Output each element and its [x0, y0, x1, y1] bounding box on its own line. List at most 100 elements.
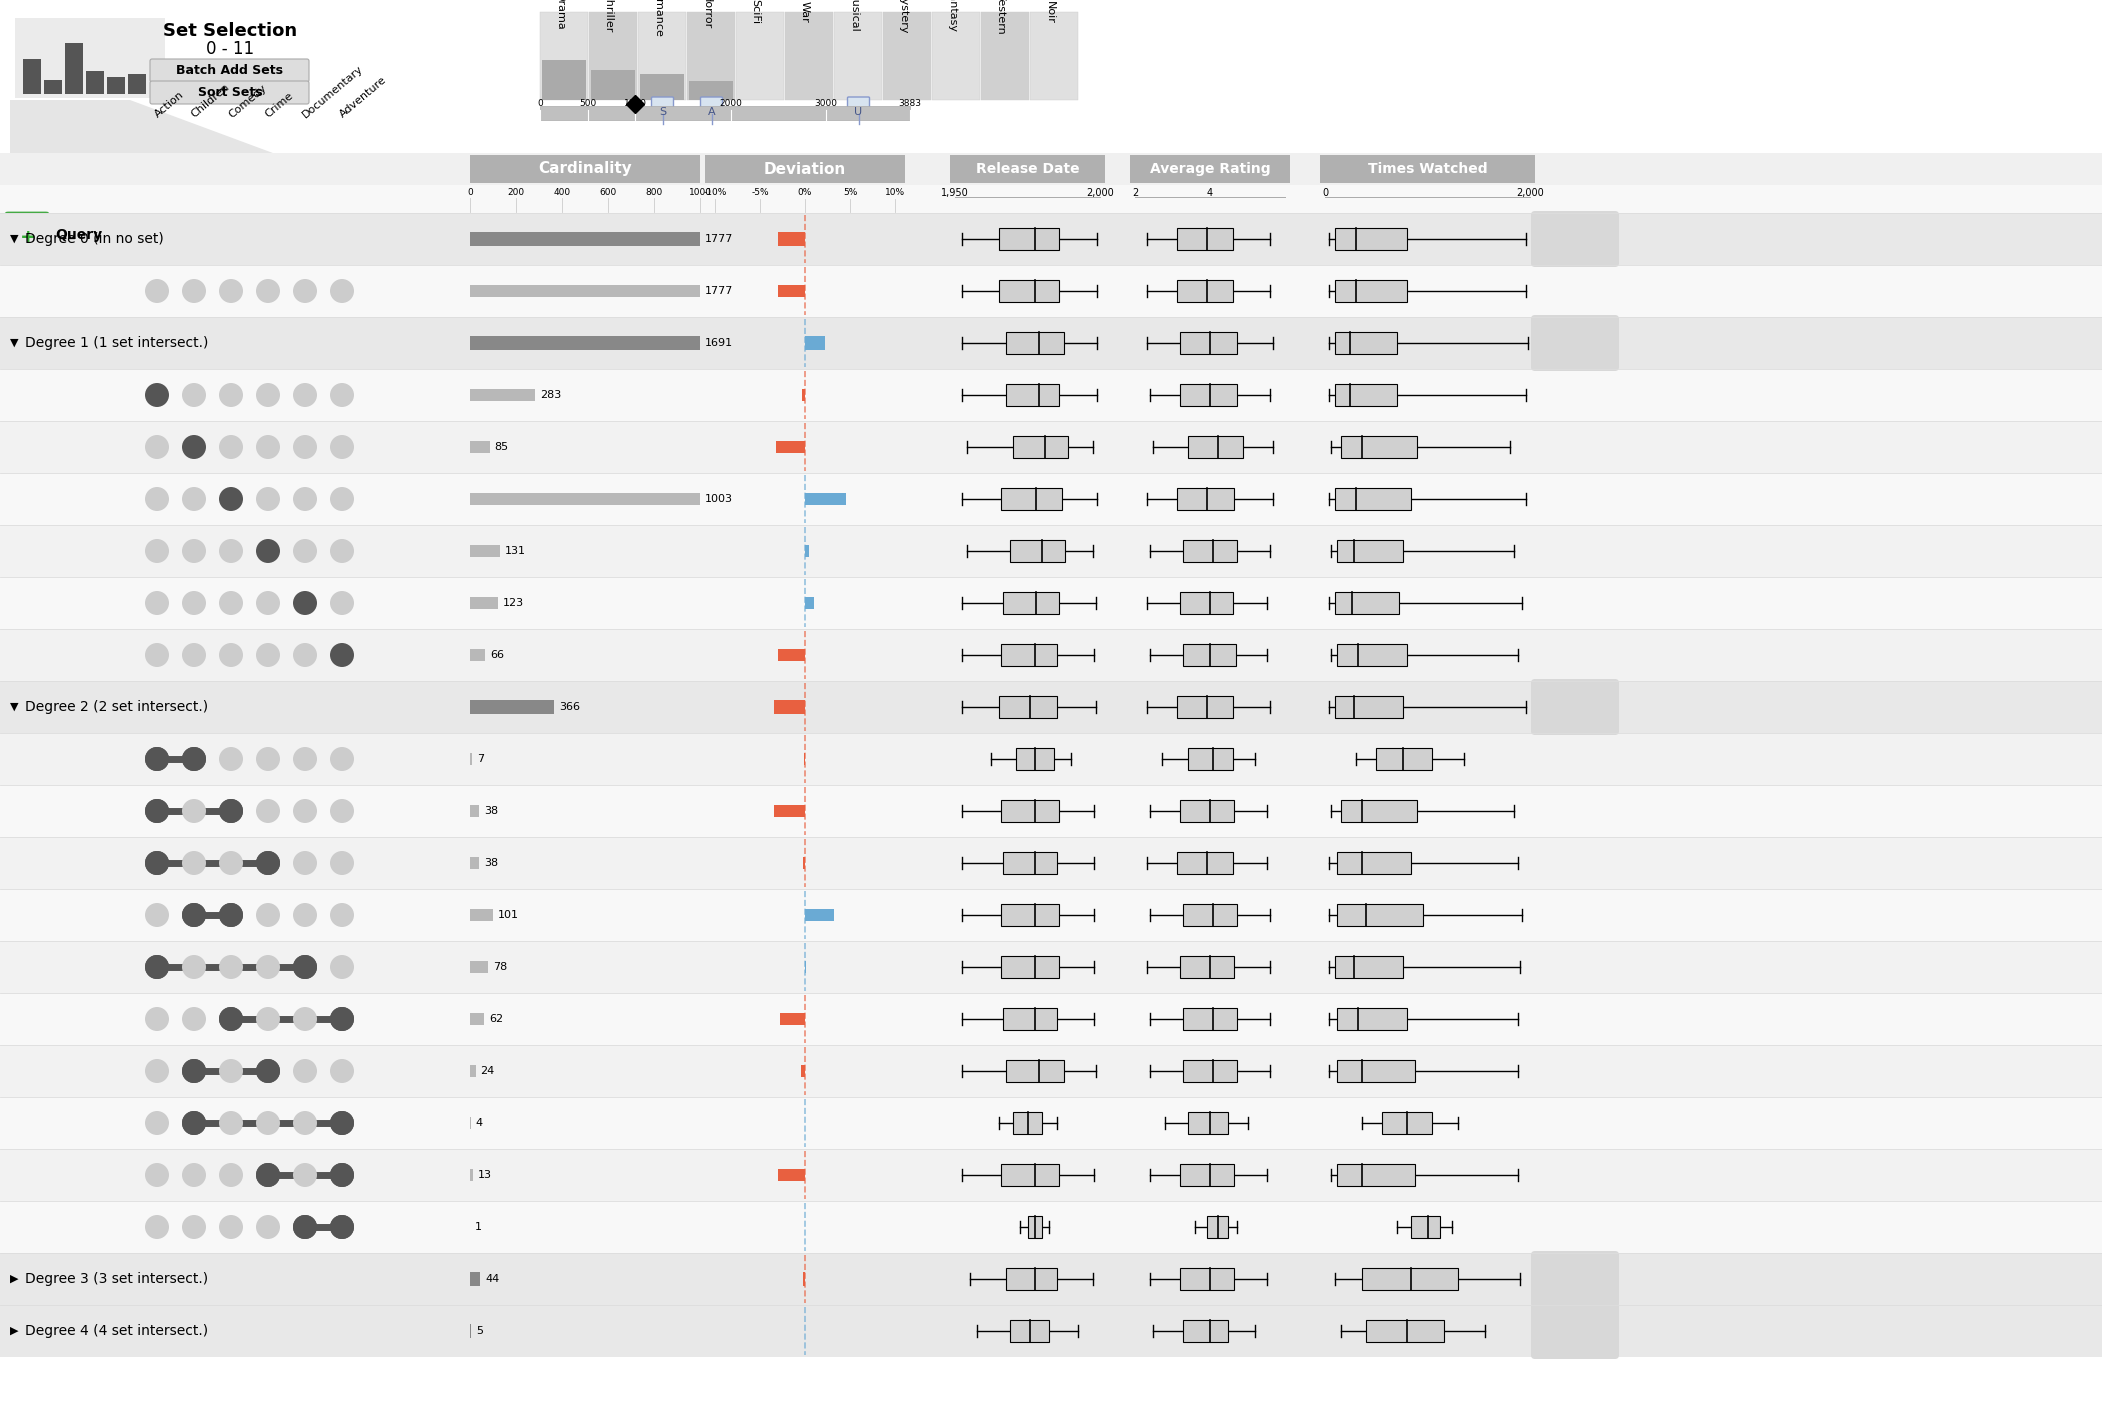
Circle shape [183, 1163, 206, 1187]
Circle shape [256, 1111, 280, 1135]
Text: 85: 85 [494, 442, 509, 452]
Bar [471, 857, 479, 869]
Bar [86, 70, 103, 94]
Circle shape [330, 1111, 353, 1135]
Text: 2,000: 2,000 [1087, 189, 1114, 199]
Bar [1013, 1112, 1043, 1133]
Bar [471, 493, 700, 505]
Text: 1003: 1003 [704, 494, 734, 504]
Circle shape [145, 435, 168, 459]
Text: A: A [708, 107, 715, 117]
Bar [805, 337, 824, 351]
Circle shape [292, 955, 317, 979]
Circle shape [219, 435, 244, 459]
Circle shape [183, 539, 206, 563]
Bar [1005, 1060, 1064, 1081]
Bar [471, 910, 494, 921]
Text: 1777: 1777 [704, 286, 734, 296]
Bar [471, 1064, 475, 1077]
Text: Batch Add Sets: Batch Add Sets [177, 65, 284, 77]
Text: ▼: ▼ [11, 703, 19, 712]
Text: 13: 13 [477, 1170, 492, 1180]
Bar [1001, 904, 1059, 926]
Circle shape [145, 1007, 168, 1031]
Circle shape [330, 1007, 353, 1031]
Bar [1183, 1008, 1236, 1031]
Bar [1188, 1112, 1228, 1133]
Bar [540, 13, 589, 100]
Bar [0, 473, 2102, 525]
Circle shape [183, 383, 206, 407]
Text: Mystery: Mystery [898, 0, 908, 34]
Bar [1179, 1269, 1234, 1290]
FancyBboxPatch shape [652, 97, 673, 115]
Bar [1003, 1008, 1057, 1031]
Bar [0, 629, 2102, 681]
Bar [1001, 643, 1057, 666]
Bar [0, 1045, 2102, 1097]
Circle shape [219, 798, 244, 824]
Text: 600: 600 [599, 189, 616, 197]
Circle shape [292, 539, 317, 563]
Text: SciFi: SciFi [750, 0, 761, 24]
Circle shape [292, 487, 317, 511]
Bar [471, 389, 536, 401]
Bar [778, 232, 805, 246]
Circle shape [183, 591, 206, 615]
Bar [471, 441, 490, 453]
Circle shape [256, 798, 280, 824]
Circle shape [292, 435, 317, 459]
Circle shape [330, 487, 353, 511]
Bar [774, 805, 805, 817]
Bar [0, 153, 2102, 184]
Bar [1179, 591, 1232, 614]
Circle shape [183, 798, 206, 824]
Circle shape [330, 435, 353, 459]
Text: 0: 0 [1322, 189, 1328, 199]
Circle shape [330, 539, 353, 563]
Bar [1335, 280, 1406, 301]
Bar [0, 734, 2102, 786]
Bar [1001, 800, 1059, 822]
Circle shape [145, 850, 168, 874]
Bar [591, 70, 635, 100]
Bar [803, 389, 805, 401]
Bar [1337, 1060, 1415, 1081]
Text: 38: 38 [483, 857, 498, 867]
Text: Deviation: Deviation [763, 162, 847, 176]
Circle shape [183, 279, 206, 303]
Circle shape [330, 1007, 353, 1031]
Circle shape [183, 435, 206, 459]
Circle shape [256, 955, 280, 979]
Circle shape [292, 1111, 317, 1135]
Circle shape [183, 643, 206, 667]
Text: Cardinality: Cardinality [538, 162, 633, 176]
Bar [1003, 591, 1059, 614]
Bar [805, 493, 845, 505]
Text: 3883: 3883 [898, 99, 921, 108]
Text: Degree 2 (2 set intersect.): Degree 2 (2 set intersect.) [25, 700, 208, 714]
Text: Action: Action [153, 90, 185, 120]
Circle shape [330, 591, 353, 615]
Bar [0, 888, 2102, 941]
Circle shape [330, 903, 353, 926]
Circle shape [183, 1215, 206, 1239]
Bar [1337, 643, 1406, 666]
Circle shape [219, 1007, 244, 1031]
Text: 5%: 5% [843, 189, 858, 197]
Bar [128, 75, 145, 94]
Bar [1320, 155, 1534, 183]
Text: ▶: ▶ [11, 1274, 19, 1284]
Bar [0, 1305, 2102, 1357]
Text: 62: 62 [490, 1014, 502, 1024]
Circle shape [330, 1215, 353, 1239]
Bar [1335, 228, 1406, 251]
Text: Horror: Horror [702, 0, 710, 30]
Bar [778, 284, 805, 297]
Text: 78: 78 [494, 962, 507, 972]
Circle shape [292, 1059, 317, 1083]
Circle shape [256, 539, 280, 563]
FancyBboxPatch shape [1530, 1302, 1619, 1359]
Bar [1005, 1269, 1057, 1290]
Bar [23, 59, 42, 94]
